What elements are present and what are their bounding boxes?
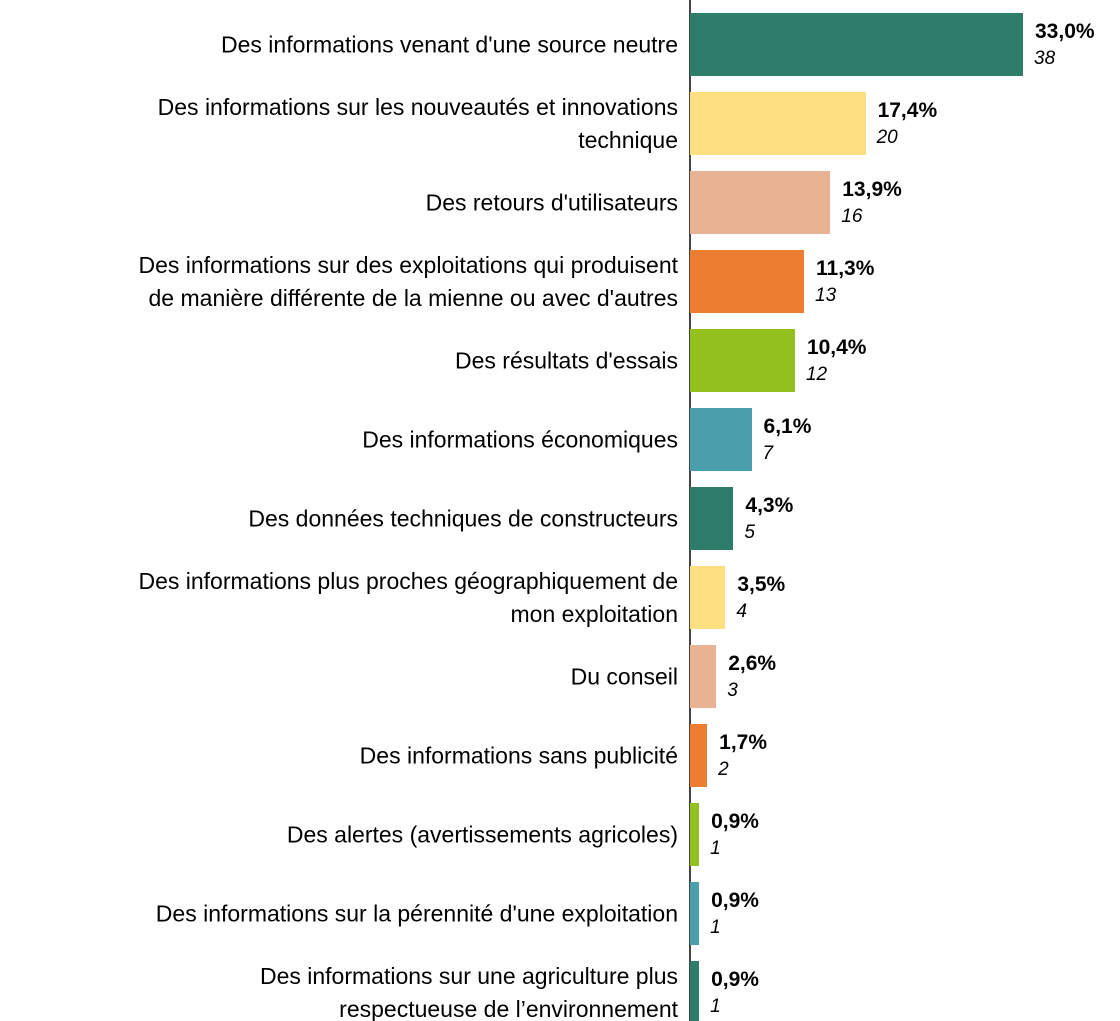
count-label: 2 (718, 758, 729, 780)
category-label: Des informations sur une agriculture plu… (259, 962, 678, 1021)
category-label: Des données techniques de constructeurs (248, 505, 678, 531)
category-label: Des informations sans publicité (359, 742, 678, 768)
category-label: Des retours d'utilisateurs (425, 189, 678, 215)
count-label: 1 (710, 837, 721, 859)
bar (690, 645, 717, 708)
bar (690, 882, 700, 945)
value-label: 10,4% (806, 335, 867, 359)
count-label: 12 (805, 363, 828, 385)
bar (690, 566, 726, 629)
count-label: 5 (744, 521, 755, 543)
count-label: 3 (727, 679, 738, 701)
bar (690, 487, 734, 550)
category-label: Des informations plus proches géographiq… (138, 567, 678, 627)
category-label: Du conseil (570, 663, 678, 689)
count-label: 13 (815, 284, 837, 306)
bar (690, 408, 752, 471)
value-label: 13,9% (842, 177, 902, 201)
value-label: 11,3% (816, 256, 875, 280)
value-label: 6,1% (763, 414, 812, 438)
category-label: Des informations économiques (362, 426, 678, 452)
count-label: 16 (841, 205, 863, 227)
value-label: 1,7% (719, 730, 768, 754)
bar (690, 724, 708, 787)
axis-line (689, 0, 691, 1021)
count-label: 1 (710, 995, 721, 1017)
bar (690, 92, 866, 155)
count-label: 38 (1034, 47, 1056, 69)
bar (690, 250, 805, 313)
value-label: 0,9% (711, 809, 759, 833)
bar (690, 961, 700, 1021)
value-label: 0,9% (711, 967, 759, 991)
category-label: Des résultats d'essais (455, 347, 678, 373)
category-label: Des informations venant d'une source neu… (221, 31, 678, 57)
count-label: 4 (736, 600, 747, 622)
bar (690, 171, 831, 234)
value-label: 17,4% (877, 98, 938, 122)
value-label: 33,0% (1035, 19, 1095, 43)
category-label: Des alertes (avertissements agricoles) (286, 821, 678, 847)
bar (690, 803, 700, 866)
value-label: 2,6% (728, 651, 777, 675)
bar (690, 13, 1023, 76)
category-label: Des informations sur la pérennité d'une … (155, 900, 678, 926)
value-label: 4,3% (745, 493, 794, 517)
bar (690, 329, 795, 392)
category-label: Des informations sur les nouveautés et i… (157, 93, 678, 153)
value-label: 3,5% (737, 572, 786, 596)
count-label: 7 (762, 442, 774, 464)
category-label: Des informations sur des exploitations q… (138, 251, 678, 311)
count-label: 20 (876, 126, 898, 148)
count-label: 1 (710, 916, 721, 938)
value-label: 0,9% (711, 888, 759, 912)
